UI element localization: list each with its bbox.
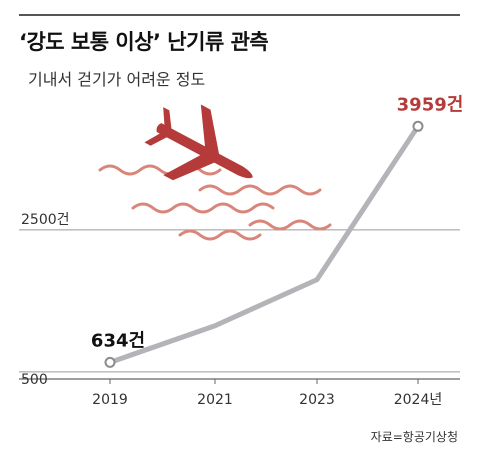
chart-subtitle: 기내서 걷기가 어려운 정도 — [28, 70, 206, 89]
chart-title: ‘강도 보통 이상’ 난기류 관측 — [19, 30, 269, 54]
x-tick-label: 2019 — [92, 392, 128, 408]
x-tick-label: 2024년 — [394, 392, 443, 408]
data-point-marker — [104, 356, 116, 368]
turbulence-illustration — [98, 104, 332, 241]
top-rule — [19, 14, 460, 16]
data-point-marker — [412, 120, 424, 132]
x-tick-label: 2023 — [299, 392, 335, 408]
data-label: 634건 — [91, 330, 145, 351]
turbulence-wave-4 — [248, 219, 332, 231]
x-tick-label: 2021 — [197, 392, 233, 408]
label-layer: 500 2500건 2019 2021 2023 2024년 634건 3959건 — [21, 94, 463, 408]
turbulence-waves — [98, 164, 332, 241]
airplane-icon — [144, 104, 253, 181]
y-tick-label: 2500건 — [21, 212, 70, 228]
source-note: 자료=항공기상청 — [370, 430, 458, 444]
series-layer — [104, 120, 424, 368]
y-tick-label: 500 — [21, 372, 48, 388]
series-line — [107, 123, 421, 365]
turbulence-wave-5 — [178, 229, 262, 241]
turbulence-wave-2 — [198, 184, 322, 196]
turbulence-wave-3 — [131, 202, 275, 214]
grid-layer — [19, 229, 460, 384]
turbulence-wave-1 — [98, 164, 222, 176]
data-label: 3959건 — [397, 94, 464, 115]
